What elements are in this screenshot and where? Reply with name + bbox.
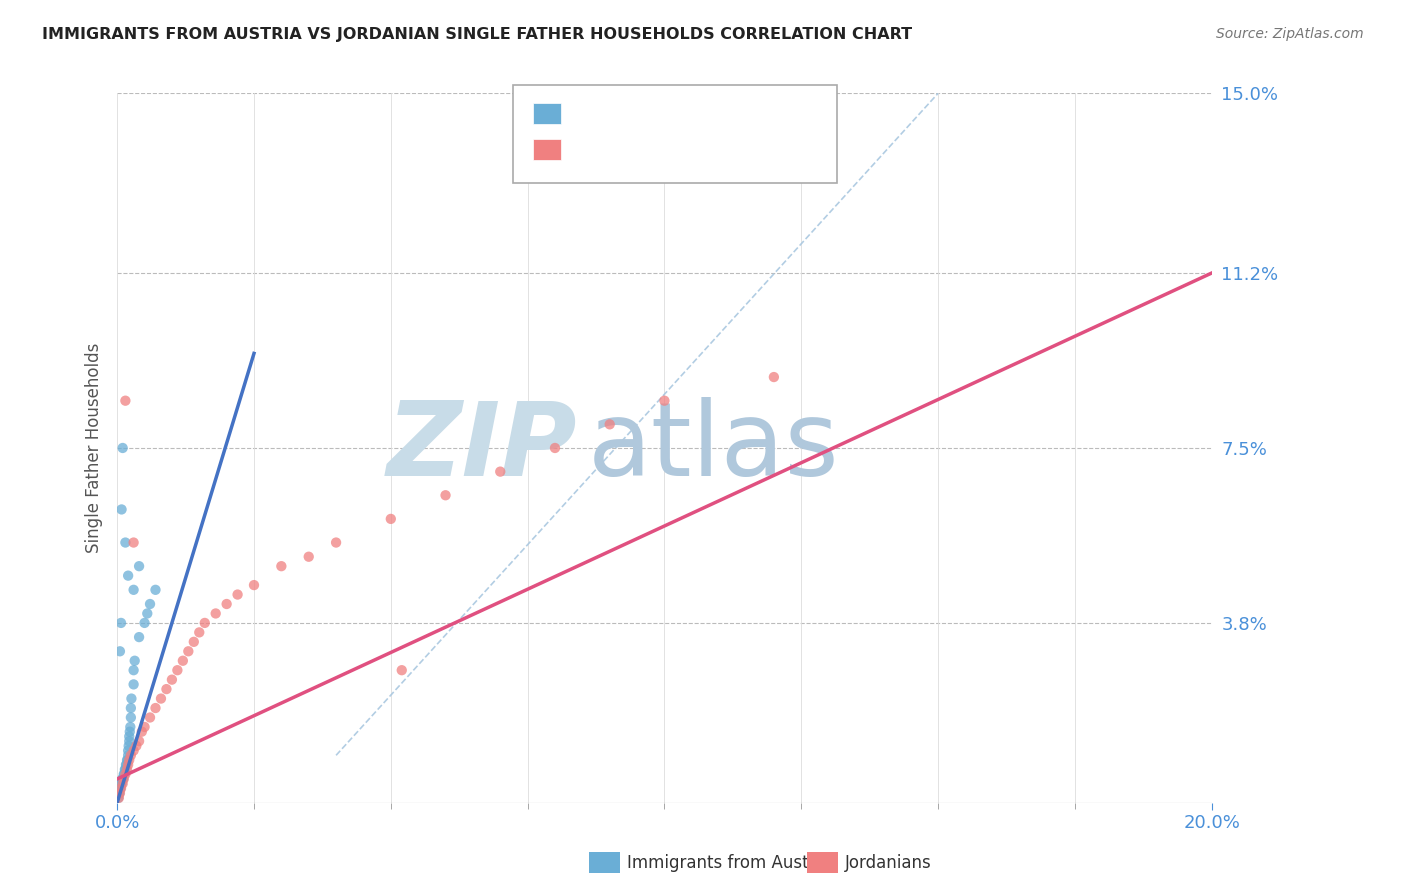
Point	[124, 654, 146, 668]
Point	[118, 724, 141, 739]
Point	[380, 512, 402, 526]
Point	[120, 710, 142, 724]
Point	[177, 644, 200, 658]
Point	[107, 790, 129, 805]
Point	[118, 753, 141, 767]
Point	[122, 535, 145, 549]
Point	[114, 535, 136, 549]
Point	[544, 441, 567, 455]
Point	[112, 767, 135, 781]
Point	[115, 753, 138, 767]
Point	[139, 710, 162, 724]
Point	[108, 786, 131, 800]
Point	[112, 767, 135, 781]
Point	[298, 549, 321, 564]
Point	[110, 615, 132, 630]
Point	[108, 786, 131, 800]
Point	[111, 772, 134, 786]
Point	[111, 441, 134, 455]
Point	[110, 502, 132, 516]
Point	[117, 748, 139, 763]
Point	[110, 781, 132, 796]
Point	[134, 720, 156, 734]
Point	[599, 417, 621, 432]
Point	[122, 677, 145, 691]
Text: IMMIGRANTS FROM AUSTRIA VS JORDANIAN SINGLE FATHER HOUSEHOLDS CORRELATION CHART: IMMIGRANTS FROM AUSTRIA VS JORDANIAN SIN…	[42, 27, 912, 42]
Point	[117, 743, 139, 757]
Point	[108, 644, 131, 658]
Point	[194, 615, 217, 630]
Point	[155, 682, 177, 697]
Point	[183, 635, 205, 649]
Point	[325, 535, 347, 549]
Point	[128, 559, 150, 574]
Point	[114, 763, 136, 777]
Point	[434, 488, 457, 502]
Point	[111, 772, 134, 786]
Point	[114, 763, 136, 777]
Point	[145, 582, 167, 597]
Point	[120, 748, 142, 763]
Point	[108, 786, 131, 800]
Point	[145, 701, 167, 715]
Text: atlas: atlas	[588, 398, 839, 499]
Point	[110, 777, 132, 791]
Point	[226, 588, 249, 602]
Point	[111, 777, 134, 791]
Point	[118, 734, 141, 748]
Point	[139, 597, 162, 611]
Point	[118, 739, 141, 753]
Point	[120, 720, 142, 734]
Point	[172, 654, 194, 668]
Y-axis label: Single Father Households: Single Father Households	[86, 343, 103, 553]
Point	[149, 691, 172, 706]
Point	[166, 663, 188, 677]
Point	[391, 663, 413, 677]
Point	[122, 743, 145, 757]
Text: R = 0.693   N = 43: R = 0.693 N = 43	[569, 142, 754, 160]
Point	[117, 568, 139, 582]
Point	[204, 607, 226, 621]
Text: Jordanians: Jordanians	[845, 854, 932, 871]
Point	[120, 701, 142, 715]
Point	[122, 663, 145, 677]
Point	[112, 772, 135, 786]
Point	[114, 767, 136, 781]
Point	[243, 578, 266, 592]
Point	[115, 763, 138, 777]
Point	[115, 757, 138, 772]
Point	[188, 625, 211, 640]
Point	[270, 559, 292, 574]
Text: Source: ZipAtlas.com: Source: ZipAtlas.com	[1216, 27, 1364, 41]
Point	[131, 724, 153, 739]
Point	[112, 772, 135, 786]
Point	[215, 597, 238, 611]
Point	[114, 393, 136, 408]
Point	[110, 781, 132, 796]
Text: R = 0.585   N = 44: R = 0.585 N = 44	[569, 106, 754, 124]
Point	[136, 607, 159, 621]
Point	[118, 730, 141, 744]
Point	[125, 739, 148, 753]
Point	[110, 777, 132, 791]
Point	[128, 630, 150, 644]
Point	[120, 691, 142, 706]
Point	[117, 753, 139, 767]
Point	[489, 465, 512, 479]
Point	[115, 757, 138, 772]
Text: ZIP: ZIP	[387, 398, 576, 499]
Point	[108, 781, 131, 796]
Point	[122, 582, 145, 597]
Point	[128, 734, 150, 748]
Point	[654, 393, 676, 408]
Point	[108, 790, 131, 805]
Point	[160, 673, 183, 687]
Point	[117, 757, 139, 772]
Point	[134, 615, 156, 630]
Point	[762, 370, 785, 384]
Text: Immigrants from Austria: Immigrants from Austria	[627, 854, 831, 871]
